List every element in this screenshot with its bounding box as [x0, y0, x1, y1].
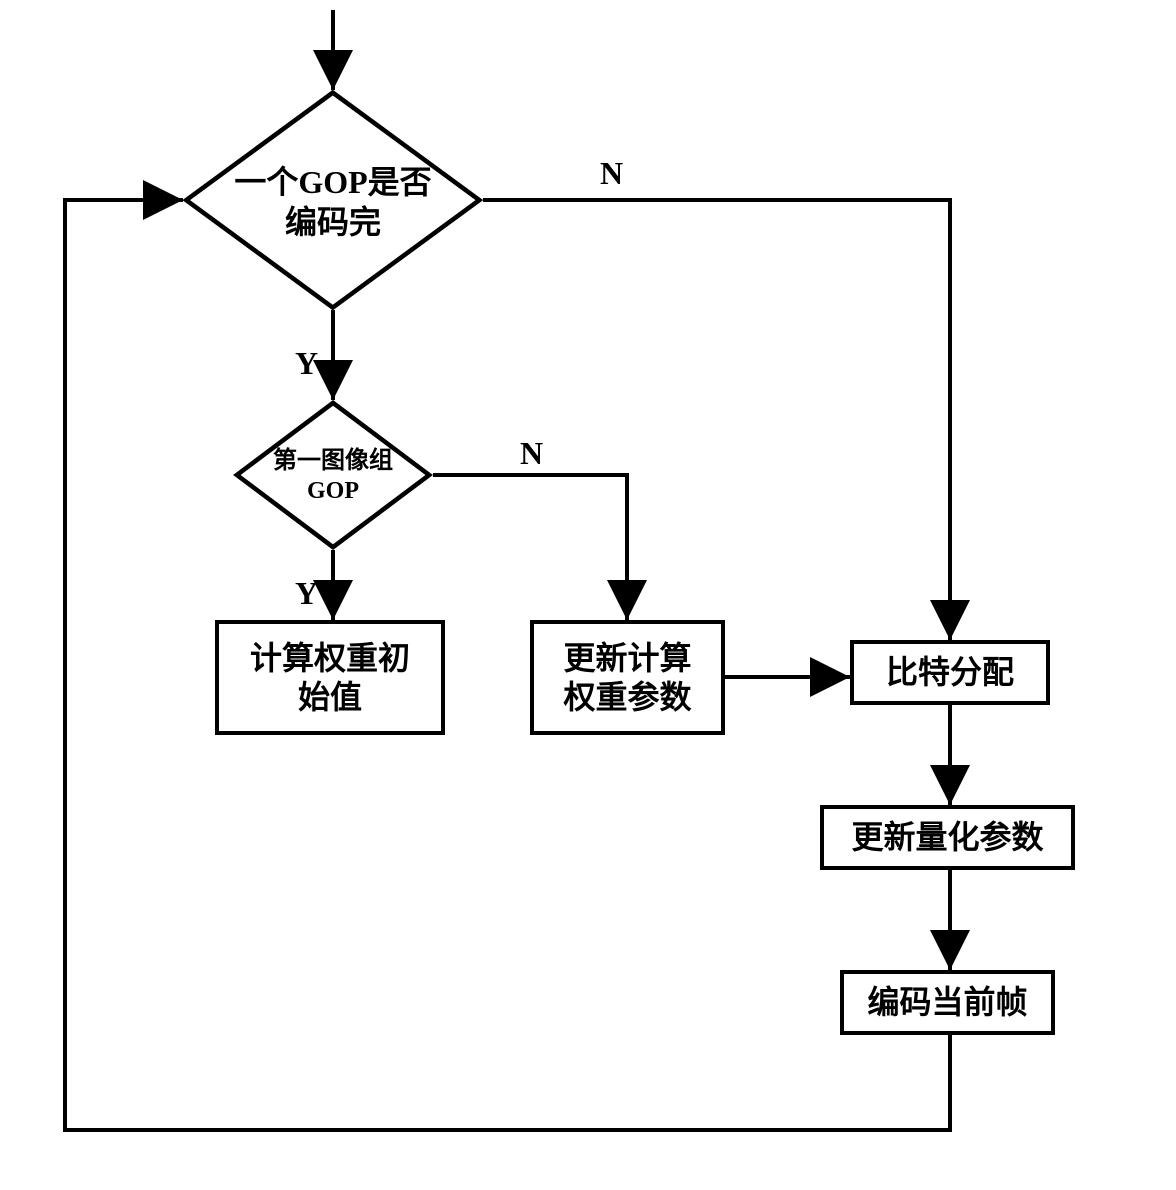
box-update-qp: 更新量化参数 — [820, 805, 1075, 870]
box-update-weight-label: 更新计算 权重参数 — [563, 639, 691, 716]
edge-label: Y — [295, 575, 318, 612]
box-update-qp-label: 更新量化参数 — [851, 818, 1043, 856]
box-bit-alloc-label: 比特分配 — [886, 653, 1014, 691]
box-init-weight: 计算权重初 始值 — [215, 620, 445, 735]
edge-label: N — [600, 155, 623, 192]
edge-label: Y — [295, 345, 318, 382]
box-encode-frame: 编码当前帧 — [840, 970, 1055, 1035]
box-init-weight-label: 计算权重初 始值 — [250, 639, 410, 716]
box-bit-alloc: 比特分配 — [850, 640, 1050, 705]
flowchart-canvas: 一个GOP是否 编码完 第一图像组 GOP 计算权重初 始值 更新计算 权重参数… — [0, 0, 1176, 1190]
box-encode-frame-label: 编码当前帧 — [867, 983, 1027, 1021]
edge-label: N — [520, 435, 543, 472]
box-update-weight: 更新计算 权重参数 — [530, 620, 725, 735]
